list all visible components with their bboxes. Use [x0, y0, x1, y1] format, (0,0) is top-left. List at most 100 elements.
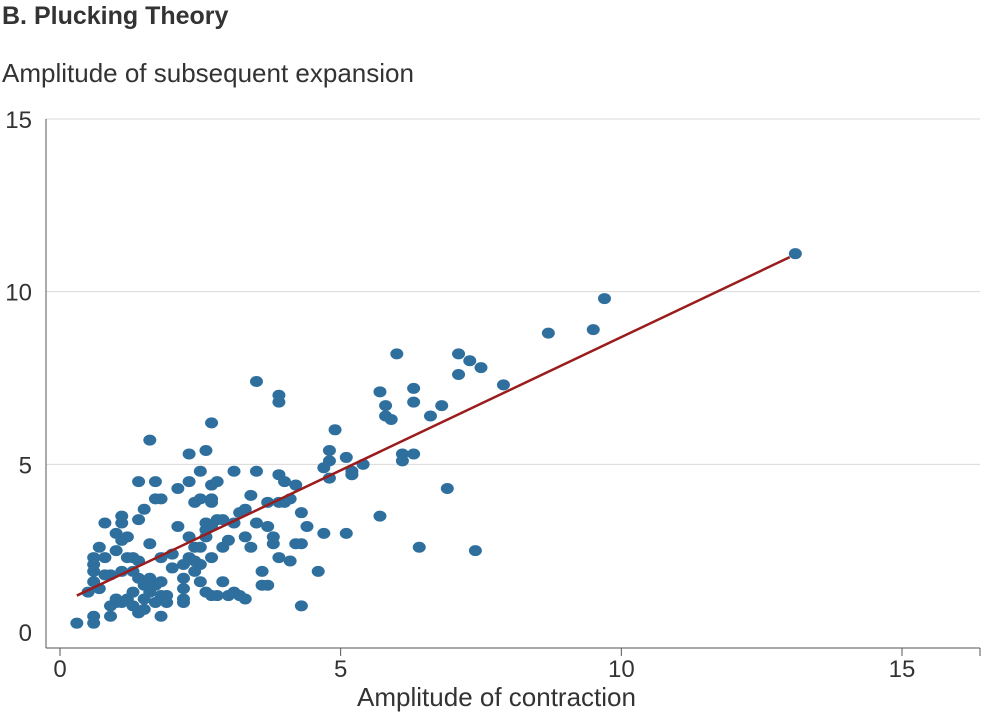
data-point — [294, 507, 308, 519]
data-point — [216, 576, 230, 588]
data-point — [440, 483, 454, 495]
data-point — [496, 379, 510, 391]
data-point — [171, 483, 185, 495]
y-axis-label: Amplitude of subsequent expansion — [2, 58, 414, 88]
data-point — [322, 455, 336, 467]
data-point — [87, 610, 101, 622]
data-point — [176, 593, 190, 605]
data-point — [143, 538, 157, 550]
data-point — [328, 424, 342, 436]
data-point — [423, 410, 437, 422]
tick-labels: 0 5 10 15 0 5 10 15 — [5, 107, 915, 683]
data-point — [474, 362, 488, 374]
data-point — [283, 555, 297, 567]
data-point — [154, 576, 168, 588]
data-point — [452, 369, 466, 381]
data-point — [266, 531, 280, 543]
data-point — [176, 572, 190, 584]
data-point — [407, 448, 421, 460]
x-axis-label: Amplitude of contraction — [357, 682, 636, 712]
trend-line-group — [76, 256, 791, 597]
data-point — [205, 552, 219, 564]
data-point — [87, 552, 101, 564]
data-point — [98, 517, 112, 529]
data-point — [98, 552, 112, 564]
data-point — [171, 520, 185, 532]
data-point — [249, 517, 263, 529]
data-point — [137, 503, 151, 515]
data-points — [70, 248, 802, 629]
data-point — [261, 520, 275, 532]
data-point — [182, 476, 196, 488]
data-point — [294, 538, 308, 550]
data-point — [384, 413, 398, 425]
trend-line — [76, 256, 791, 597]
data-point — [597, 293, 611, 305]
axes — [45, 119, 981, 656]
data-point — [199, 445, 213, 457]
data-point — [137, 603, 151, 615]
data-point — [541, 327, 555, 339]
data-point — [193, 493, 207, 505]
data-point — [238, 531, 252, 543]
data-point — [109, 545, 123, 557]
data-point — [407, 382, 421, 394]
x-tick-label: 5 — [334, 656, 347, 683]
data-point — [92, 541, 106, 553]
data-point — [227, 465, 241, 477]
data-point — [463, 355, 477, 367]
data-point — [244, 541, 258, 553]
data-point — [221, 534, 235, 546]
data-point — [238, 503, 252, 515]
data-point — [132, 476, 146, 488]
data-point — [238, 593, 252, 605]
data-point — [379, 400, 393, 412]
data-point — [311, 565, 325, 577]
data-point — [120, 531, 134, 543]
data-point — [154, 610, 168, 622]
data-point — [154, 493, 168, 505]
data-point — [452, 348, 466, 360]
data-point — [176, 583, 190, 595]
data-point — [193, 465, 207, 477]
data-point — [373, 510, 387, 522]
data-point — [165, 562, 179, 574]
data-point — [289, 479, 303, 491]
data-point — [261, 579, 275, 591]
data-point — [160, 590, 174, 602]
y-tick-label: 0 — [19, 620, 32, 647]
chart-title: B. Plucking Theory — [2, 2, 229, 30]
data-point — [390, 348, 404, 360]
data-point — [272, 552, 286, 564]
data-point — [143, 434, 157, 446]
y-tick-label: 10 — [5, 280, 32, 307]
data-point — [193, 576, 207, 588]
data-point — [300, 520, 314, 532]
data-point — [294, 600, 308, 612]
data-point — [210, 590, 224, 602]
data-point — [70, 617, 84, 629]
data-point — [468, 545, 482, 557]
data-point — [249, 375, 263, 387]
data-point — [261, 496, 275, 508]
data-point — [586, 324, 600, 336]
data-point — [339, 451, 353, 463]
data-point — [193, 558, 207, 570]
data-point — [216, 514, 230, 526]
data-point — [322, 445, 336, 457]
x-tick-label: 10 — [608, 656, 635, 683]
data-point — [278, 476, 292, 488]
data-point — [126, 586, 140, 598]
data-point — [210, 476, 224, 488]
x-tick-label: 15 — [889, 656, 916, 683]
data-point — [115, 565, 129, 577]
data-point — [412, 541, 426, 553]
data-point — [205, 417, 219, 429]
data-point — [115, 510, 129, 522]
data-point — [104, 610, 118, 622]
data-point — [244, 489, 258, 501]
data-point — [132, 514, 146, 526]
data-point — [788, 248, 802, 260]
data-point — [255, 565, 269, 577]
data-point — [395, 448, 409, 460]
